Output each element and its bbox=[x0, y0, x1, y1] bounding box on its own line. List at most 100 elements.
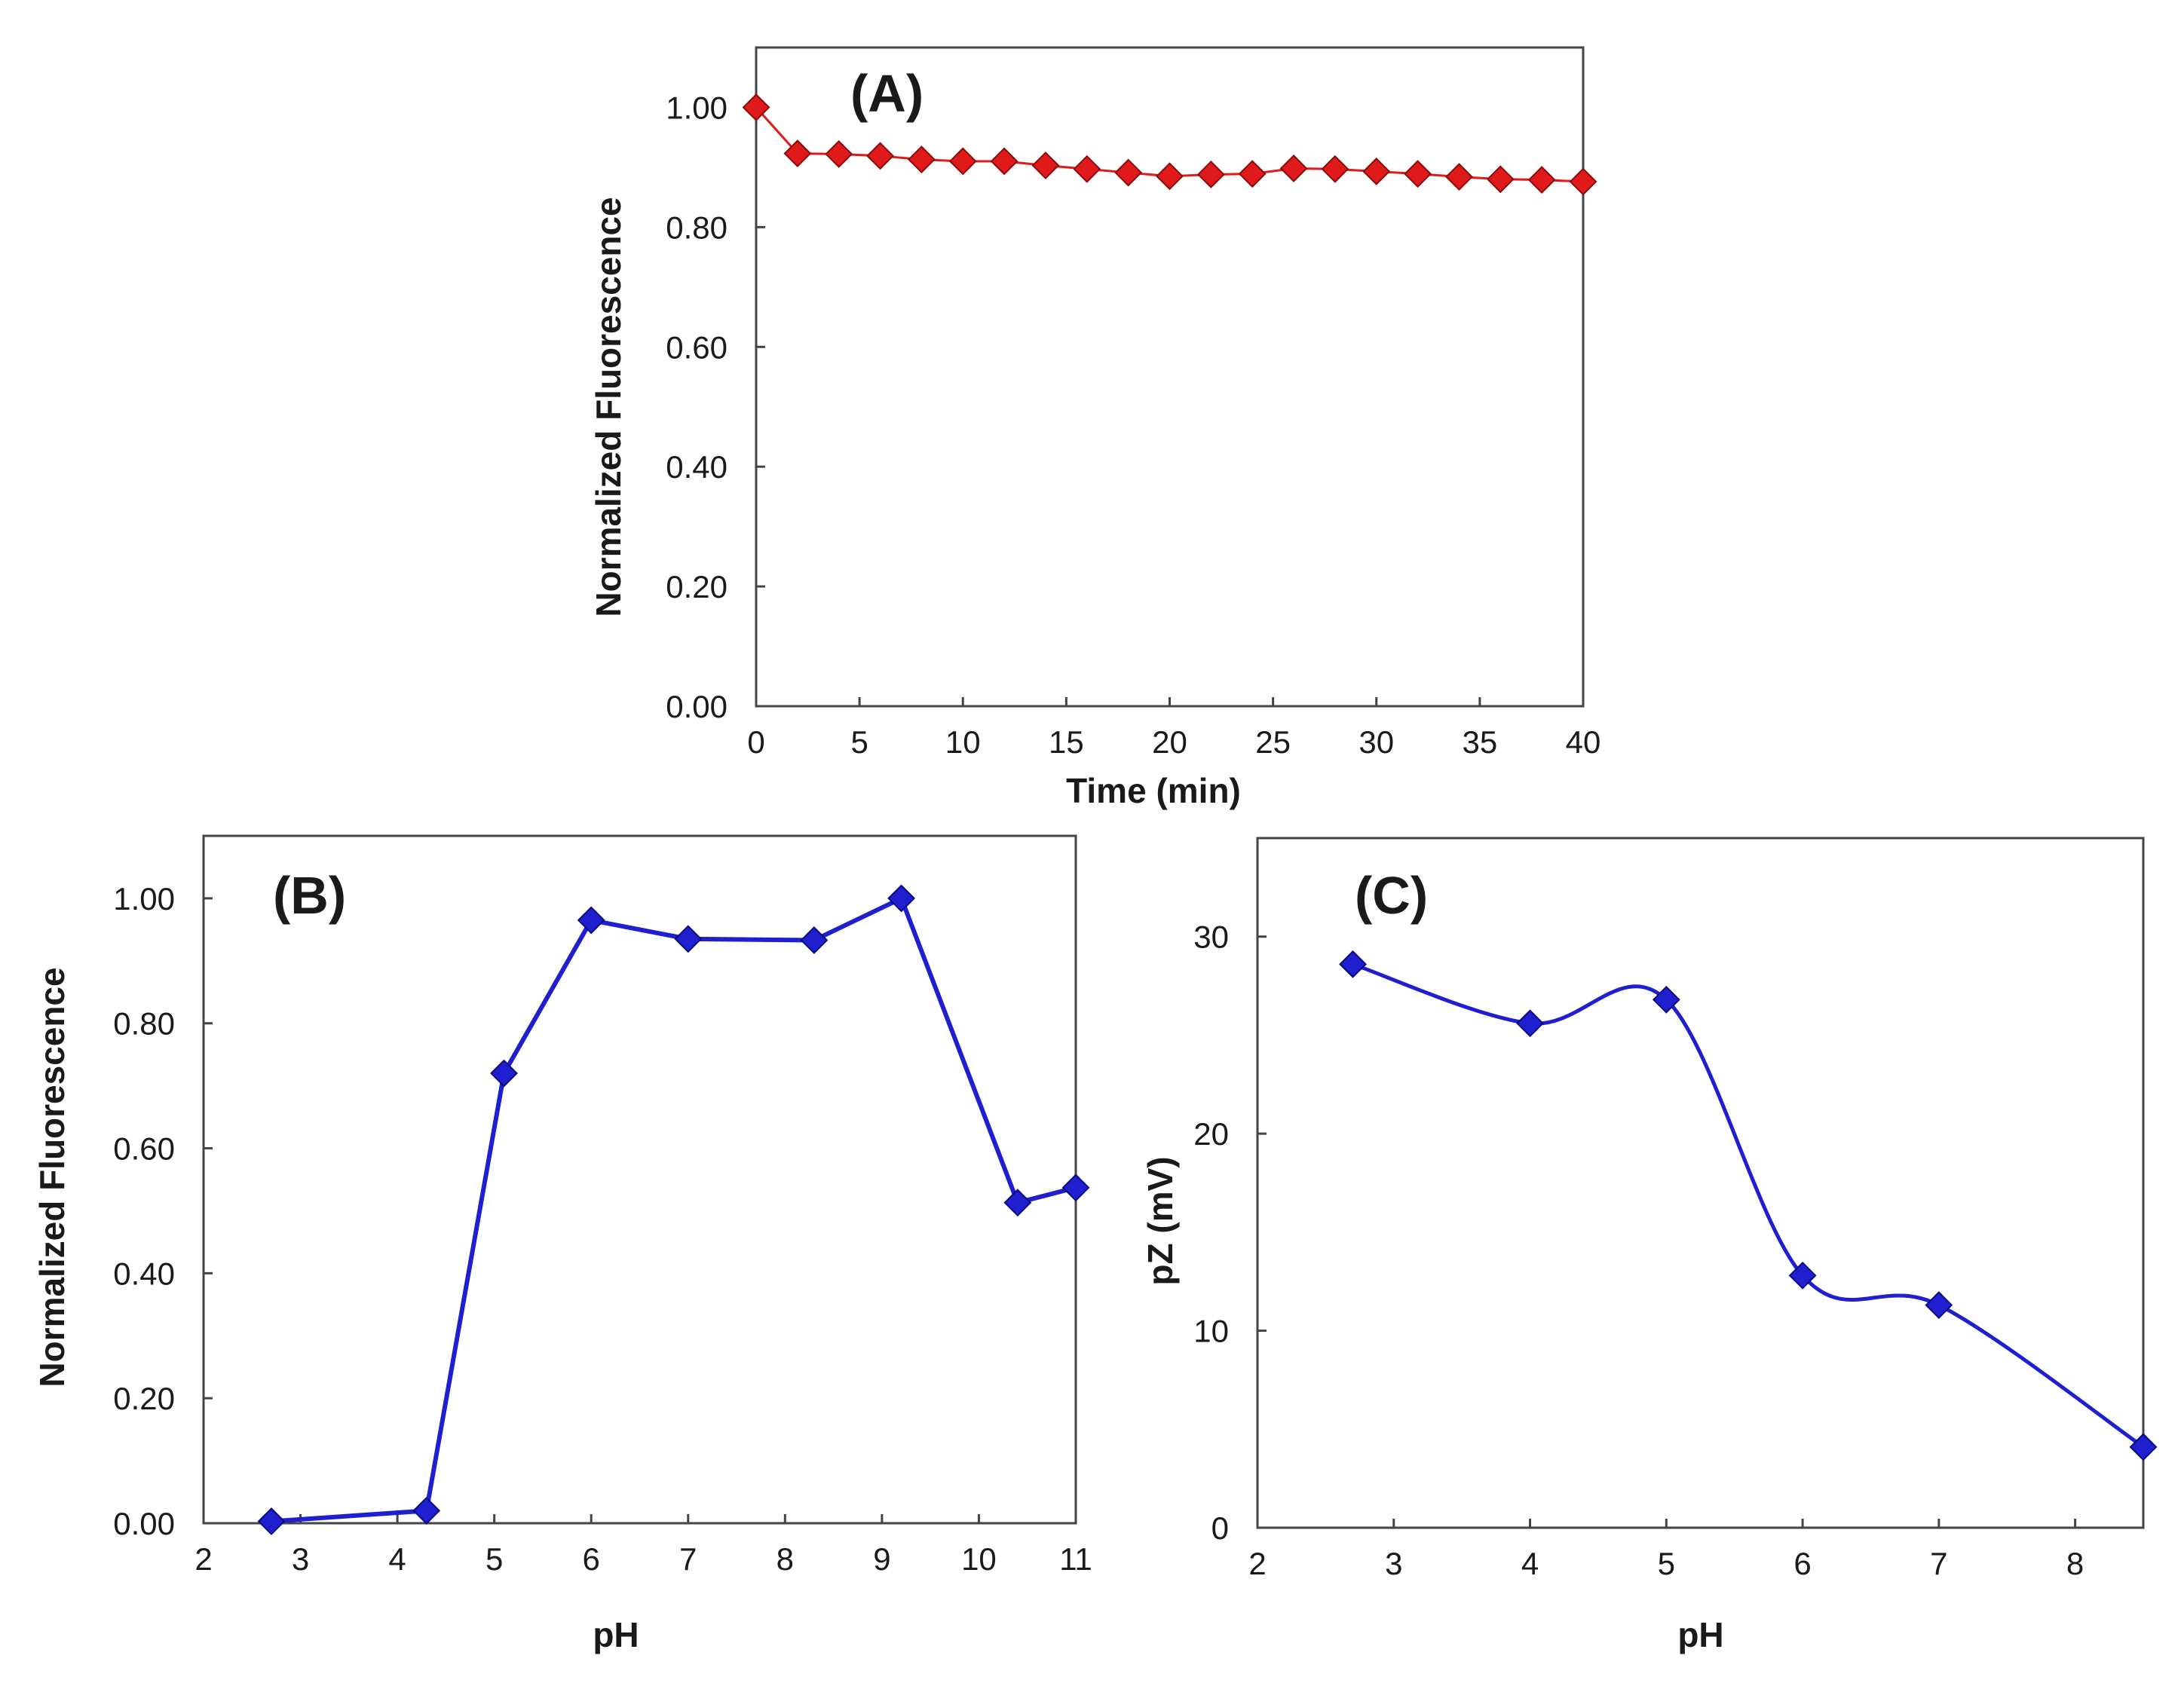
panel-a-plot-area bbox=[742, 93, 1597, 196]
panel-b-y-tick-label: 0.80 bbox=[113, 1006, 175, 1042]
panel-c-x-tick-label: 6 bbox=[1793, 1546, 1811, 1581]
panel-a-data-point bbox=[1486, 165, 1515, 194]
panel-b-x-tick-label: 11 bbox=[1059, 1541, 1092, 1577]
panel-a-data-point bbox=[825, 140, 853, 168]
panel-b-label: (B) bbox=[273, 866, 346, 925]
panel-b-x-tick-label: 6 bbox=[583, 1541, 600, 1577]
panel-a-data-point bbox=[1156, 162, 1184, 191]
panel-a-data-point bbox=[1362, 158, 1391, 185]
panel-c-chart: (C) pH pZ (mV) 2 3 4 5 6 7 8 0 10 20 30 bbox=[1141, 837, 2158, 1654]
panel-b-y-tick-label: 0.40 bbox=[113, 1256, 175, 1291]
panel-a-y-tick-label: 0.00 bbox=[666, 689, 727, 724]
panel-b-y-ticks: 0.00 0.20 0.40 0.60 0.80 1.00 bbox=[113, 881, 213, 1541]
panel-a-x-tick-label: 30 bbox=[1358, 724, 1394, 760]
panel-a-x-tick-label: 10 bbox=[945, 724, 981, 760]
panel-b-data-point bbox=[490, 1059, 518, 1088]
panel-b-data-point bbox=[674, 925, 703, 953]
panel-a-x-ticks: 0 5 10 15 20 25 30 35 40 bbox=[747, 697, 1600, 760]
panel-a-data-point bbox=[1114, 158, 1143, 187]
panel-a-x-tick-label: 15 bbox=[1049, 724, 1084, 760]
panel-b-series-line bbox=[271, 895, 1077, 1524]
panel-a-data-point bbox=[866, 142, 894, 170]
panel-c-y-tick-label: 0 bbox=[1211, 1510, 1229, 1546]
panel-c-frame bbox=[1256, 837, 2145, 1529]
panel-a-x-tick-label: 0 bbox=[747, 724, 764, 760]
panel-a-x-tick-label: 40 bbox=[1566, 724, 1601, 760]
panel-b-x-tick-label: 10 bbox=[961, 1541, 997, 1577]
panel-a-data-point bbox=[907, 145, 936, 173]
panel-a-y-ticks: 0.00 0.20 0.40 0.60 0.80 1.00 bbox=[666, 90, 765, 724]
panel-a-y-tick-label: 1.00 bbox=[666, 90, 727, 125]
panel-c-x-tick-label: 5 bbox=[1658, 1546, 1675, 1581]
panel-b-x-tick-label: 8 bbox=[776, 1541, 794, 1577]
panel-b-y-tick-label: 0.00 bbox=[113, 1506, 175, 1541]
panel-b-x-axis-title: pH bbox=[593, 1615, 639, 1654]
panel-a-x-axis-title: Time (min) bbox=[1066, 771, 1241, 810]
panel-a-data-point bbox=[742, 93, 770, 121]
panel-a-data-point bbox=[948, 147, 977, 176]
panel-b-frame bbox=[202, 834, 1077, 1525]
panel-a-x-tick-label: 35 bbox=[1463, 724, 1498, 760]
panel-a-data-point bbox=[783, 139, 812, 168]
panel-b-x-tick-label: 3 bbox=[292, 1541, 309, 1577]
panel-c-plot-area bbox=[1339, 950, 2158, 1461]
panel-c-data-point bbox=[1925, 1291, 1953, 1319]
panel-a-data-point bbox=[990, 147, 1018, 176]
panel-c-series-line bbox=[1352, 962, 2145, 1449]
panel-a-x-tick-label: 20 bbox=[1152, 724, 1187, 760]
panel-c-data-point bbox=[1652, 985, 1680, 1014]
panel-a-data-point bbox=[1404, 160, 1432, 188]
panel-c-x-tick-label: 2 bbox=[1248, 1546, 1266, 1581]
panel-b-data-point bbox=[412, 1497, 441, 1525]
panel-b-data-point bbox=[1003, 1189, 1032, 1217]
panel-b-x-tick-label: 7 bbox=[679, 1541, 697, 1577]
panel-a-y-axis-title: Normalized Fluorescence bbox=[589, 197, 628, 617]
panel-c-data-point bbox=[2129, 1433, 2158, 1461]
panel-b-x-tick-label: 4 bbox=[388, 1541, 406, 1577]
panel-b-y-tick-label: 0.20 bbox=[113, 1381, 175, 1416]
panel-a-data-point bbox=[1569, 167, 1597, 196]
panel-c-x-tick-label: 7 bbox=[1930, 1546, 1947, 1581]
panel-a-data-point bbox=[1073, 155, 1101, 183]
panel-b-data-point bbox=[257, 1507, 286, 1535]
panel-a-x-tick-label: 25 bbox=[1255, 724, 1291, 760]
panel-c-x-ticks: 2 3 4 5 6 7 8 bbox=[1248, 1519, 2084, 1581]
panel-b-data-point bbox=[1061, 1173, 1090, 1202]
panel-a-data-point bbox=[1238, 160, 1267, 188]
panel-c-y-tick-label: 30 bbox=[1193, 919, 1229, 955]
panel-a-x-tick-label: 5 bbox=[850, 724, 868, 760]
panel-a-label: (A) bbox=[850, 64, 924, 123]
panel-c-y-tick-label: 10 bbox=[1193, 1314, 1229, 1349]
panel-c-y-axis-title: pZ (mV) bbox=[1141, 1156, 1180, 1285]
panel-a-y-tick-label: 0.40 bbox=[666, 449, 727, 485]
panel-a-data-point bbox=[1527, 166, 1556, 194]
panel-b-y-tick-label: 1.00 bbox=[113, 881, 175, 916]
panel-a-data-point bbox=[1031, 151, 1060, 179]
panel-c-x-tick-label: 3 bbox=[1385, 1546, 1402, 1581]
panel-c-data-point bbox=[1516, 1009, 1544, 1038]
panel-b-data-point bbox=[887, 884, 916, 913]
panel-b-y-tick-label: 0.60 bbox=[113, 1131, 175, 1167]
panel-c-x-axis-title: pH bbox=[1677, 1615, 1723, 1654]
panel-b-plot-area bbox=[257, 884, 1090, 1535]
panel-a-y-tick-label: 0.80 bbox=[666, 210, 727, 245]
panel-c-y-ticks: 0 10 20 30 bbox=[1193, 919, 1267, 1546]
panel-b-data-point bbox=[577, 906, 605, 935]
panel-b-x-tick-label: 9 bbox=[873, 1541, 890, 1577]
panel-a-data-point bbox=[1445, 163, 1473, 191]
panel-b-y-axis-title: Normalized Fluorescence bbox=[32, 967, 72, 1387]
panel-c-data-point bbox=[1788, 1261, 1817, 1290]
panel-c-data-point bbox=[1339, 950, 1367, 978]
panel-b-chart: (B) pH Normalized Fluorescence 2 3 4 5 6 7 8 9 1… bbox=[32, 834, 1092, 1654]
panel-a-y-tick-label: 0.60 bbox=[666, 329, 727, 365]
panel-b-x-ticks: 2 3 4 5 6 7 8 9 10 11 bbox=[195, 1514, 1092, 1577]
panel-a-data-point bbox=[1321, 155, 1349, 183]
panel-a-y-tick-label: 0.20 bbox=[666, 569, 727, 604]
panel-c-x-tick-label: 8 bbox=[2066, 1546, 2084, 1581]
panel-b-x-tick-label: 5 bbox=[486, 1541, 503, 1577]
panel-a-data-point bbox=[1279, 155, 1308, 182]
panel-c-y-tick-label: 20 bbox=[1193, 1116, 1229, 1152]
panel-a-data-point bbox=[1196, 161, 1225, 188]
panel-b-x-tick-label: 2 bbox=[195, 1541, 212, 1577]
panel-c-label: (C) bbox=[1355, 866, 1428, 925]
